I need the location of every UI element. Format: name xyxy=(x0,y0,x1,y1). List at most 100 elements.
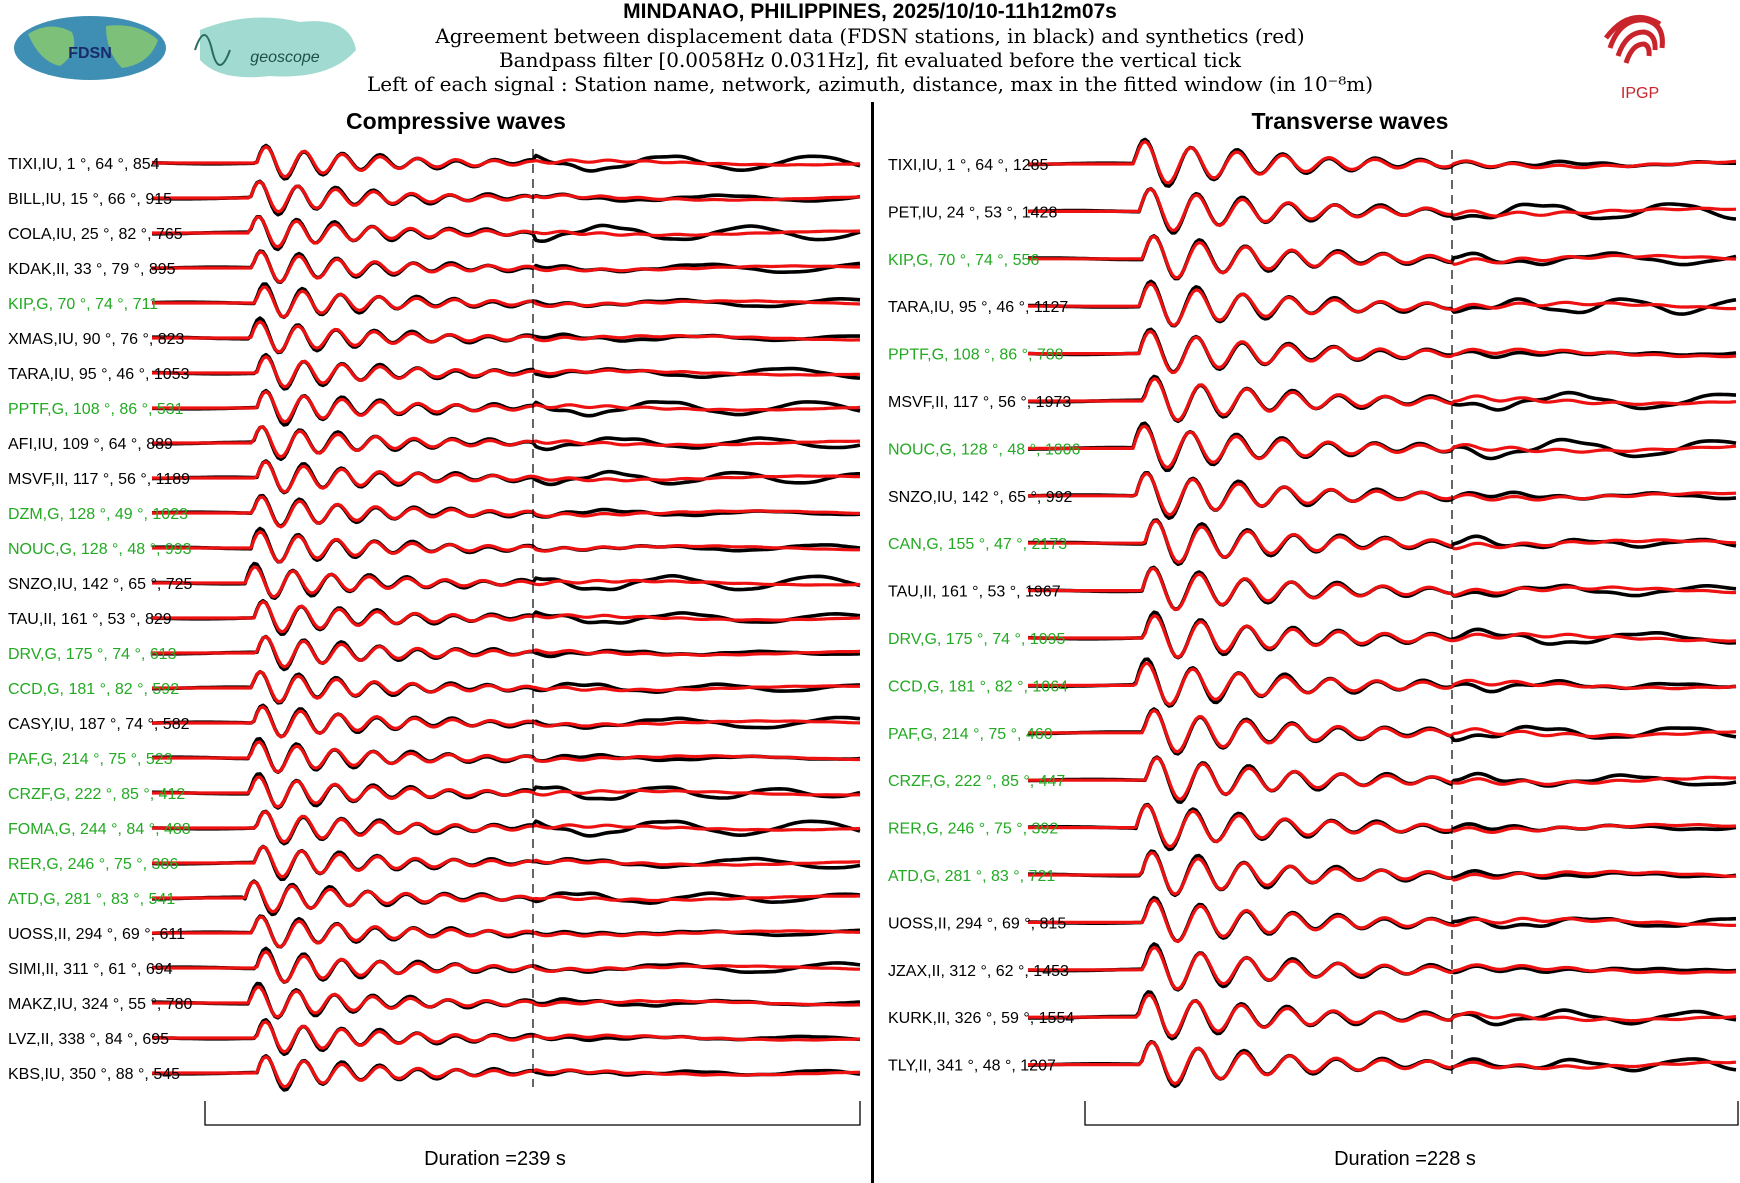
duration-bracket xyxy=(204,1101,861,1126)
synthetic-trace-p-tau xyxy=(152,600,861,634)
geoscope-logo-text: geoscope xyxy=(250,49,319,66)
figure-title: MINDANAO, PHILIPPINES, 2025/10/10-11h12m… xyxy=(623,0,1117,23)
station-label-p-pptf: PPTF,G, 108 °, 86 °, 531 xyxy=(8,401,184,418)
transverse-panel-title: Transverse waves xyxy=(1251,108,1449,134)
synthetic-trace-s-can xyxy=(1028,519,1737,564)
station-label-p-paf: PAF,G, 214 °, 75 °, 523 xyxy=(8,751,173,768)
station-label-p-kdak: KDAK,II, 33 °, 79 °, 895 xyxy=(8,261,176,278)
station-label-p-bill: BILL,IU, 15 °, 66 °, 915 xyxy=(8,191,172,208)
station-label-s-paf: PAF,G, 214 °, 75 °, 460 xyxy=(888,726,1053,743)
fdsn-logo: FDSN xyxy=(14,16,166,80)
ipgp-logo-text: IPGP xyxy=(1621,85,1659,102)
synthetic-trace-s-tau xyxy=(1028,566,1737,612)
synthetic-trace-p-paf xyxy=(152,740,860,774)
station-label-p-cola: COLA,IU, 25 °, 82 °, 765 xyxy=(8,226,183,243)
station-label-p-nouc: NOUC,G, 128 °, 48 °, 993 xyxy=(8,541,192,558)
station-label-s-uoss: UOSS,II, 294 °, 69 °, 815 xyxy=(888,915,1066,932)
station-label-p-snzo: SNZO,IU, 142 °, 65 °, 725 xyxy=(8,576,193,593)
synthetic-trace-p-kdak xyxy=(152,250,860,284)
figure-header: MINDANAO, PHILIPPINES, 2025/10/10-11h12m… xyxy=(0,0,1740,110)
station-label-s-tara: TARA,IU, 95 °, 46 °, 1127 xyxy=(888,299,1068,316)
synthetic-trace-s-kurk xyxy=(1028,993,1737,1039)
synthetic-trace-p-snzo xyxy=(152,565,860,599)
station-label-p-tixi: TIXI,IU, 1 °, 64 °, 854 xyxy=(8,156,160,173)
station-label-s-tixi: TIXI,IU, 1 °, 64 °, 1285 xyxy=(888,157,1049,174)
panel-divider xyxy=(871,102,874,1183)
synthetic-trace-s-nouc xyxy=(1028,424,1737,469)
station-label-p-uoss: UOSS,II, 294 °, 69 °, 611 xyxy=(8,926,185,943)
station-label-p-tau: TAU,II, 161 °, 53 °, 829 xyxy=(8,611,172,628)
station-label-s-pptf: PPTF,G, 108 °, 86 °, 788 xyxy=(888,347,1064,364)
synthetic-trace-p-kip xyxy=(152,285,861,319)
synthetic-trace-s-uoss xyxy=(1028,898,1737,944)
synthetic-trace-s-tly xyxy=(1028,1040,1737,1086)
panel-transverse-traces: TIXI,IU, 1 °, 64 °, 1285 PET,IU, 24 °, 53… xyxy=(888,137,1739,1126)
synthetic-trace-p-tara xyxy=(152,355,861,389)
data-trace-s-msvf xyxy=(1027,374,1737,424)
station-label-p-afi: AFI,IU, 109 °, 64 °, 889 xyxy=(8,436,173,453)
synthetic-trace-p-atd xyxy=(152,880,860,914)
synthetic-trace-s-ccd xyxy=(1028,661,1737,707)
station-label-p-simi: SIMI,II, 311 °, 61 °, 694 xyxy=(8,961,173,978)
synthetic-trace-s-snzo xyxy=(1028,472,1737,517)
station-label-s-tly: TLY,II, 341 °, 48 °, 1207 xyxy=(888,1058,1056,1075)
station-label-s-kip: KIP,G, 70 °, 74 °, 556 xyxy=(888,252,1039,269)
station-label-p-ccd: CCD,G, 181 °, 82 °, 592 xyxy=(8,681,179,698)
subtitle-line-1: Agreement between displacement data (FDS… xyxy=(435,24,1305,48)
synthetic-trace-s-kip xyxy=(1028,234,1736,280)
synthetic-trace-p-kbs xyxy=(152,1055,861,1089)
station-label-s-msvf: MSVF,II, 117 °, 56 °, 1973 xyxy=(888,394,1071,411)
station-label-s-nouc: NOUC,G, 128 °, 48 °, 1006 xyxy=(888,441,1081,458)
synthetic-trace-p-tixi xyxy=(152,145,861,179)
station-label-p-atd: ATD,G, 281 °, 83 °, 541 xyxy=(8,891,175,908)
station-label-p-lvz: LVZ,II, 338 °, 84 °, 695 xyxy=(8,1031,169,1048)
synthetic-trace-p-drv xyxy=(152,635,861,669)
synthetic-trace-p-dzm xyxy=(152,495,860,529)
station-label-s-ccd: CCD,G, 181 °, 82 °, 1064 xyxy=(888,678,1068,695)
synthetic-trace-p-afi xyxy=(152,425,861,459)
station-label-s-snzo: SNZO,IU, 142 °, 65 °, 992 xyxy=(888,489,1073,506)
station-label-s-rer: RER,G, 246 °, 75 °, 392 xyxy=(888,821,1058,838)
station-label-s-drv: DRV,G, 175 °, 74 °, 1095 xyxy=(888,631,1065,648)
ipgp-swirl-icon xyxy=(1604,15,1665,64)
station-label-s-jzax: JZAX,II, 312 °, 62 °, 1453 xyxy=(888,963,1069,980)
station-label-s-atd: ATD,G, 281 °, 83 °, 721 xyxy=(888,868,1055,885)
fdsn-logo-text: FDSN xyxy=(68,45,112,62)
synthetic-trace-p-pptf xyxy=(152,390,861,424)
synthetic-trace-p-lvz xyxy=(152,1020,861,1054)
data-trace-p-crzf xyxy=(151,772,861,810)
synthetic-trace-s-pet xyxy=(1028,187,1737,232)
compressive-panel-title: Compressive waves xyxy=(346,108,566,134)
station-label-p-rer: RER,G, 246 °, 75 °, 386 xyxy=(8,856,178,873)
station-label-p-tara: TARA,IU, 95 °, 46 °, 1053 xyxy=(8,366,190,383)
station-label-p-kbs: KBS,IU, 350 °, 88 °, 545 xyxy=(8,1066,180,1083)
station-label-p-casy: CASY,IU, 187 °, 74 °, 582 xyxy=(8,716,190,733)
synthetic-trace-p-xmas xyxy=(152,320,860,354)
synthetic-trace-s-msvf xyxy=(1028,377,1737,422)
station-label-s-crzf: CRZF,G, 222 °, 85 °, 447 xyxy=(888,773,1065,790)
synthetic-trace-p-nouc xyxy=(152,530,860,564)
synthetic-trace-p-ccd xyxy=(152,670,860,704)
panel-compressive-traces: TIXI,IU, 1 °, 64 °, 854 BILL,IU, 15 °, 66… xyxy=(8,143,861,1126)
station-label-p-makz: MAKZ,IU, 324 °, 55 °, 780 xyxy=(8,996,193,1013)
station-label-s-tau: TAU,II, 161 °, 53 °, 1967 xyxy=(888,584,1061,601)
transverse-duration-label: Duration =228 s xyxy=(1334,1148,1476,1170)
station-label-s-kurk: KURK,II, 326 °, 59 °, 1554 xyxy=(888,1010,1074,1027)
station-label-p-foma: FOMA,G, 244 °, 84 °, 488 xyxy=(8,821,191,838)
synthetic-trace-p-makz xyxy=(152,985,860,1019)
synthetic-trace-s-rer xyxy=(1028,803,1737,849)
synthetic-trace-p-casy xyxy=(152,705,861,739)
synthetic-trace-p-foma xyxy=(152,810,861,844)
data-trace-s-kurk xyxy=(1028,990,1737,1041)
synthetic-trace-s-tara xyxy=(1028,282,1737,327)
synthetic-trace-s-pptf xyxy=(1028,329,1737,375)
synthetic-trace-s-jzax xyxy=(1028,945,1737,991)
duration-bracket xyxy=(1084,1101,1739,1126)
subtitle-line-2: Bandpass filter [0.0058Hz 0.031Hz], fit … xyxy=(498,48,1242,72)
station-label-p-kip: KIP,G, 70 °, 74 °, 711 xyxy=(8,296,158,313)
synthetic-trace-p-msvf xyxy=(152,460,860,494)
station-label-p-dzm: DZM,G, 128 °, 49 °, 1023 xyxy=(8,506,188,523)
station-label-p-drv: DRV,G, 175 °, 74 °, 613 xyxy=(8,646,177,663)
station-label-s-can: CAN,G, 155 °, 47 °, 2173 xyxy=(888,536,1067,553)
